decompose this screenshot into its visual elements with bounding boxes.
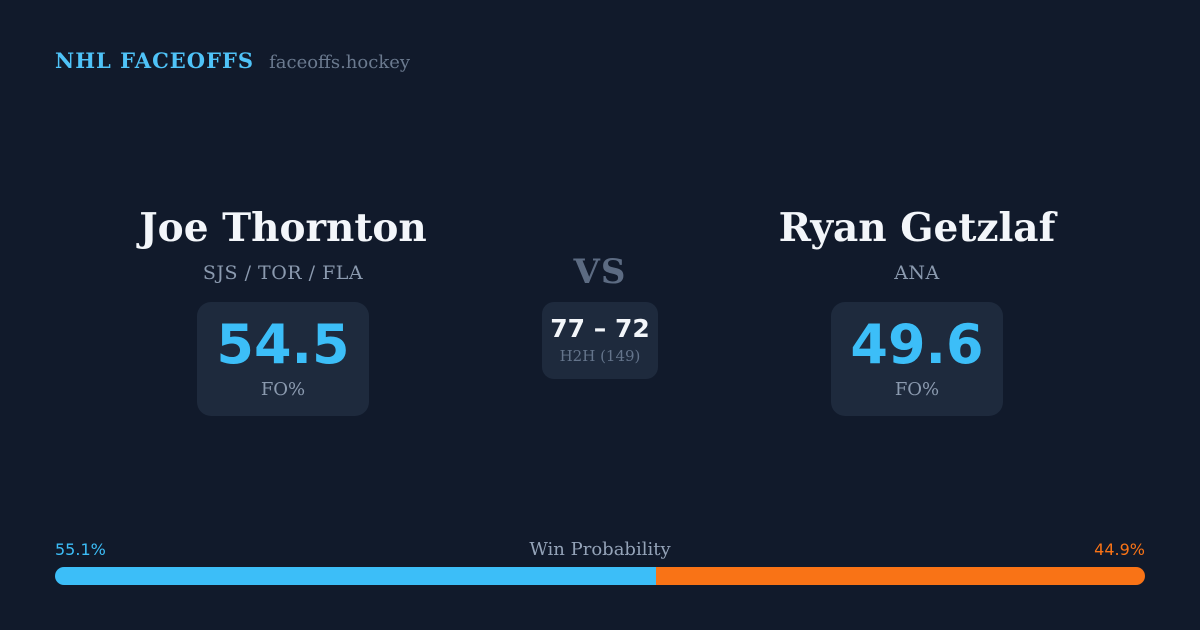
brand-title: NHL FACEOFFS: [55, 48, 255, 73]
player-name-left: Joe Thornton: [139, 205, 427, 251]
win-prob-left-value: 55.1%: [55, 540, 106, 559]
versus-column: VS 77 – 72 H2H (149): [476, 205, 724, 416]
player-column-left: Joe Thornton SJS / TOR / FLA 54.5 FO%: [90, 205, 476, 416]
fo-label-right: FO%: [894, 378, 940, 400]
player-teams-right: ANA: [894, 261, 940, 284]
win-probability-bar-right: [655, 567, 1145, 585]
fo-label-left: FO%: [260, 378, 306, 400]
h2h-score: 77 – 72: [550, 314, 650, 343]
win-probability-bar-left: [55, 567, 656, 585]
player-column-right: Ryan Getzlaf ANA 49.6 FO%: [724, 205, 1110, 416]
site-url: faceoffs.hockey: [269, 52, 411, 73]
win-probability-section: 55.1% Win Probability 44.9%: [55, 540, 1145, 585]
fo-value-right: 49.6: [850, 312, 984, 376]
fo-stat-card-left: 54.5 FO%: [197, 301, 369, 416]
win-probability-labels: 55.1% Win Probability 44.9%: [55, 540, 1145, 560]
header: NHL FACEOFFS faceoffs.hockey: [55, 48, 410, 73]
player-teams-left: SJS / TOR / FLA: [202, 261, 364, 284]
fo-value-left: 54.5: [216, 312, 350, 376]
vs-label: VS: [573, 252, 627, 292]
h2h-record-label: H2H (149): [559, 347, 641, 365]
win-probability-bar: [55, 567, 1145, 585]
win-prob-title: Win Probability: [529, 539, 671, 560]
matchup-row: Joe Thornton SJS / TOR / FLA 54.5 FO% VS…: [0, 205, 1200, 416]
player-name-right: Ryan Getzlaf: [778, 205, 1056, 251]
fo-stat-card-right: 49.6 FO%: [831, 301, 1003, 416]
h2h-card: 77 – 72 H2H (149): [542, 302, 658, 379]
win-prob-right-value: 44.9%: [1094, 540, 1145, 559]
